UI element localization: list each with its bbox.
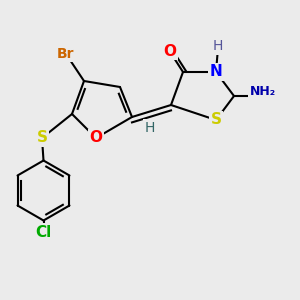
Text: N: N — [210, 64, 222, 80]
Text: Br: Br — [57, 47, 75, 61]
Text: NH₂: NH₂ — [249, 85, 276, 98]
Text: H: H — [145, 121, 155, 134]
Text: Cl: Cl — [35, 225, 52, 240]
Text: H: H — [212, 40, 223, 53]
Text: O: O — [89, 130, 103, 146]
Text: O: O — [163, 44, 176, 59]
Text: S: S — [211, 112, 221, 128]
Text: S: S — [37, 130, 47, 146]
